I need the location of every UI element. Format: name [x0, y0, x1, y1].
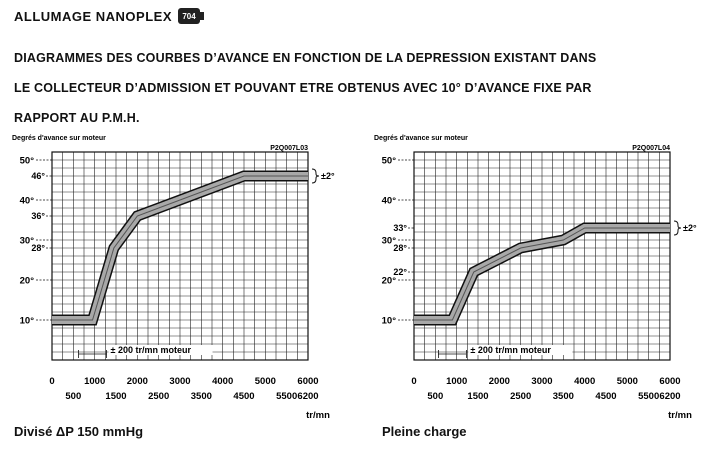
- chart-1-xtick-top: 5000: [255, 376, 276, 387]
- chart-2-xtick-top: 3000: [531, 376, 552, 387]
- chart-1-xtick-top: 2000: [127, 376, 148, 387]
- chart-2-xtick-top: 4000: [574, 376, 595, 387]
- chart-2-xlabel: tr/mn: [668, 410, 692, 421]
- chart-1-xtick-bottom: 6200: [297, 391, 318, 402]
- chart-2-ylabel: Degrés d'avance sur moteur: [374, 135, 468, 142]
- chart-1-rpm-label-bg: [108, 345, 213, 355]
- chart-1-xtick-top: 1000: [84, 376, 105, 387]
- page-title: ALLUMAGE NANOPLEX: [14, 8, 172, 24]
- chart-1-xtick-top: 0: [49, 376, 54, 387]
- chart-2-xtick-bottom: 6200: [659, 391, 680, 402]
- chart-2-group: Degrés d'avance sur moteur P2Q007L04 10° 20…: [374, 135, 697, 421]
- chart-2-tolerance-brace: [673, 220, 682, 236]
- chart-2-xtick-bottom: 5500: [638, 391, 659, 402]
- chart-1-series-line: [52, 175, 308, 321]
- chart-1-ytick-label: 30°: [20, 236, 35, 247]
- chart-1-xlabel: tr/mn: [306, 410, 330, 421]
- title-row: ALLUMAGE NANOPLEX 704: [14, 8, 694, 24]
- chart-1-ytick-label: 50°: [20, 156, 35, 167]
- chart-2-xtick-bottom: 4500: [595, 391, 616, 402]
- chart-2-frame: [413, 151, 671, 361]
- logo-text: 704: [182, 11, 196, 21]
- chart-1-frame: [51, 151, 309, 361]
- chart-1-ytick-label: 40°: [20, 196, 35, 207]
- page-heading: DIAGRAMMES DES COURBES D’AVANCE EN FONCT…: [14, 36, 694, 141]
- chart-1-yminor-label: 36°: [31, 211, 45, 221]
- chart-2-xtick-top: 0: [411, 376, 416, 387]
- chart-1-yminor-label: 46°: [31, 171, 45, 181]
- chart-1-xtick-bottom: 500: [65, 391, 81, 402]
- chart-1-grid: [51, 151, 309, 360]
- chart-1-ytick-label: 10°: [20, 316, 35, 327]
- chart-1-tolerance-label: ±2°: [321, 171, 335, 181]
- chart-2-caption: Pleine charge: [382, 424, 467, 439]
- chart-2-xtick-top: 1000: [446, 376, 467, 387]
- chart-2-rpm-label-bg: [468, 345, 573, 355]
- chart-2-yminor-label: 28°: [393, 243, 407, 253]
- chart-1-xtick-bottom: 3500: [191, 391, 212, 402]
- chart-1-xtick-bottom: 4500: [233, 391, 254, 402]
- chart-2-xtick-bottom: 2500: [510, 391, 531, 402]
- chart-2-rpm-tolerance-label: ± 200 tr/mn moteur: [470, 345, 551, 355]
- chart-1-xtick-top: 6000: [297, 376, 318, 387]
- chart-2-ytick-label: 10°: [382, 316, 397, 327]
- chart-1-xtick-top: 3000: [169, 376, 190, 387]
- chart-1-xtick-bottom: 2500: [148, 391, 169, 402]
- engine-logo-icon: 704: [178, 8, 204, 24]
- chart-1-group: Degrés d'avance sur moteur P2Q007L03 10° 20…: [12, 135, 335, 421]
- chart-2-grid: [413, 151, 671, 360]
- chart-2-xtick-top: 6000: [659, 376, 680, 387]
- heading-line-2: LE COLLECTEUR D’ADMISSION ET POUVANT ETR…: [14, 81, 592, 95]
- chart-1-xtick-top: 4000: [212, 376, 233, 387]
- chart-2-xtick-bottom: 1500: [467, 391, 488, 402]
- chart-2-yminor-label: 33°: [393, 223, 407, 233]
- heading-line-1: DIAGRAMMES DES COURBES D’AVANCE EN FONCT…: [14, 51, 597, 65]
- chart-2-xtick-bottom: 3500: [553, 391, 574, 402]
- chart-1-code: P2Q007L03: [270, 145, 308, 152]
- chart-2-ytick-label: 50°: [382, 156, 397, 167]
- chart-1-yminor-label: 28°: [31, 243, 45, 253]
- chart-2-tolerance-label: ±2°: [683, 223, 697, 233]
- chart-2-xtick-top: 2000: [489, 376, 510, 387]
- chart-2-ytick-label: 30°: [382, 236, 397, 247]
- chart-2-series-line: [414, 227, 670, 321]
- chart-2-xtick-bottom: 500: [427, 391, 443, 402]
- chart-1-ylabel: Degrés d'avance sur moteur: [12, 135, 106, 142]
- chart-2-xtick-top: 5000: [617, 376, 638, 387]
- chart-1-caption: Divisé ΔP 150 mmHg: [14, 424, 144, 439]
- chart-2-ytick-label: 40°: [382, 196, 397, 207]
- chart-1-tolerance-brace: [311, 168, 320, 184]
- chart-1-xtick-bottom: 1500: [105, 391, 126, 402]
- chart-1-ytick-label: 20°: [20, 276, 35, 287]
- page-header: ALLUMAGE NANOPLEX 704 DIAGRAMMES DES COU…: [14, 8, 694, 141]
- heading-line-3: RAPPORT AU P.M.H.: [14, 111, 140, 125]
- chart-2-ytick-label: 20°: [382, 276, 397, 287]
- chart-1-xtick-bottom: 5500: [276, 391, 297, 402]
- chart-1-rpm-tolerance-label: ± 200 tr/mn moteur: [111, 345, 192, 355]
- chart-2-yminor-label: 22°: [393, 267, 407, 277]
- chart-2-code: P2Q007L04: [632, 145, 670, 152]
